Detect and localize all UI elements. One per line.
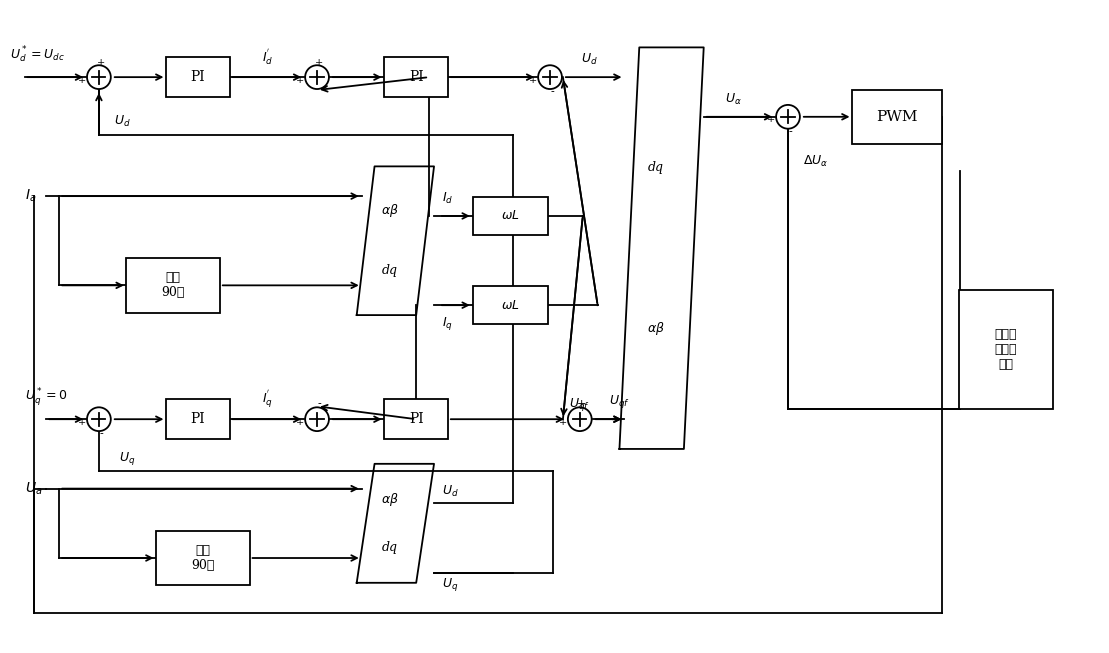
Circle shape: [305, 65, 329, 89]
Text: +: +: [315, 57, 323, 67]
Text: $\omega L$: $\omega L$: [501, 298, 520, 311]
Circle shape: [538, 65, 562, 89]
Text: 相移
90度: 相移 90度: [192, 544, 215, 572]
Text: $U_\alpha$: $U_\alpha$: [725, 91, 742, 106]
Text: $U_{qf}$: $U_{qf}$: [569, 396, 590, 413]
Text: $I_q^{'}$: $I_q^{'}$: [262, 389, 273, 410]
Text: $U_a$: $U_a$: [24, 481, 42, 497]
Text: $U_d$: $U_d$: [581, 52, 598, 67]
Polygon shape: [357, 464, 434, 582]
Text: $U_{qf}$: $U_{qf}$: [609, 393, 630, 410]
Circle shape: [305, 407, 329, 431]
Text: +: +: [296, 418, 304, 426]
Text: $I_q$: $I_q$: [442, 315, 452, 332]
Text: 特征谐
波前馈
补偿: 特征谐 波前馈 补偿: [995, 328, 1017, 372]
Text: PWM: PWM: [876, 110, 918, 124]
Text: $U_q$: $U_q$: [119, 451, 135, 468]
Text: +: +: [577, 400, 587, 409]
Text: $U_q^*=0$: $U_q^*=0$: [24, 387, 68, 408]
Text: +: +: [767, 116, 775, 124]
Bar: [166, 57, 231, 97]
Text: dq: dq: [381, 541, 398, 554]
Text: $\alpha\beta$: $\alpha\beta$: [381, 202, 399, 219]
Bar: [474, 287, 548, 324]
Text: +: +: [529, 76, 537, 85]
Bar: [384, 400, 448, 439]
Circle shape: [87, 65, 111, 89]
Text: PI: PI: [409, 70, 424, 84]
Text: dq: dq: [648, 161, 663, 174]
Text: +: +: [296, 76, 304, 85]
Circle shape: [568, 407, 592, 431]
Text: $\omega L$: $\omega L$: [501, 210, 520, 223]
Bar: [166, 400, 231, 439]
Text: $\alpha\beta$: $\alpha\beta$: [381, 491, 399, 508]
Text: dq: dq: [381, 264, 398, 277]
Polygon shape: [620, 48, 704, 449]
Bar: [126, 258, 221, 313]
Text: $I_a$: $I_a$: [24, 188, 35, 204]
Bar: [959, 291, 1054, 409]
Text: PI: PI: [191, 412, 205, 426]
Text: -: -: [550, 87, 553, 97]
Bar: [853, 89, 942, 144]
Bar: [474, 197, 548, 235]
Text: $U_d^*=U_{dc}$: $U_d^*=U_{dc}$: [10, 45, 64, 65]
Text: +: +: [96, 57, 105, 67]
Text: PI: PI: [191, 70, 205, 84]
Text: -: -: [788, 127, 792, 136]
Text: -: -: [99, 429, 103, 439]
Text: $I_d$: $I_d$: [442, 191, 454, 206]
Bar: [384, 57, 448, 97]
Circle shape: [87, 407, 111, 431]
Text: $U_d$: $U_d$: [442, 484, 459, 499]
Text: -: -: [317, 400, 321, 409]
Text: $\alpha\beta$: $\alpha\beta$: [647, 320, 664, 337]
Text: 相移
90度: 相移 90度: [162, 272, 185, 299]
Text: $I_d^{'}$: $I_d^{'}$: [262, 48, 273, 67]
Text: PI: PI: [409, 412, 424, 426]
Text: $U_d$: $U_d$: [114, 114, 131, 129]
Text: +: +: [78, 76, 87, 85]
Text: $\Delta U_\alpha$: $\Delta U_\alpha$: [803, 154, 828, 169]
Text: $U_q$: $U_q$: [442, 577, 458, 594]
Polygon shape: [357, 167, 434, 315]
Text: +: +: [559, 418, 567, 426]
Text: +: +: [78, 418, 87, 426]
Circle shape: [776, 105, 800, 129]
Bar: [156, 531, 251, 585]
